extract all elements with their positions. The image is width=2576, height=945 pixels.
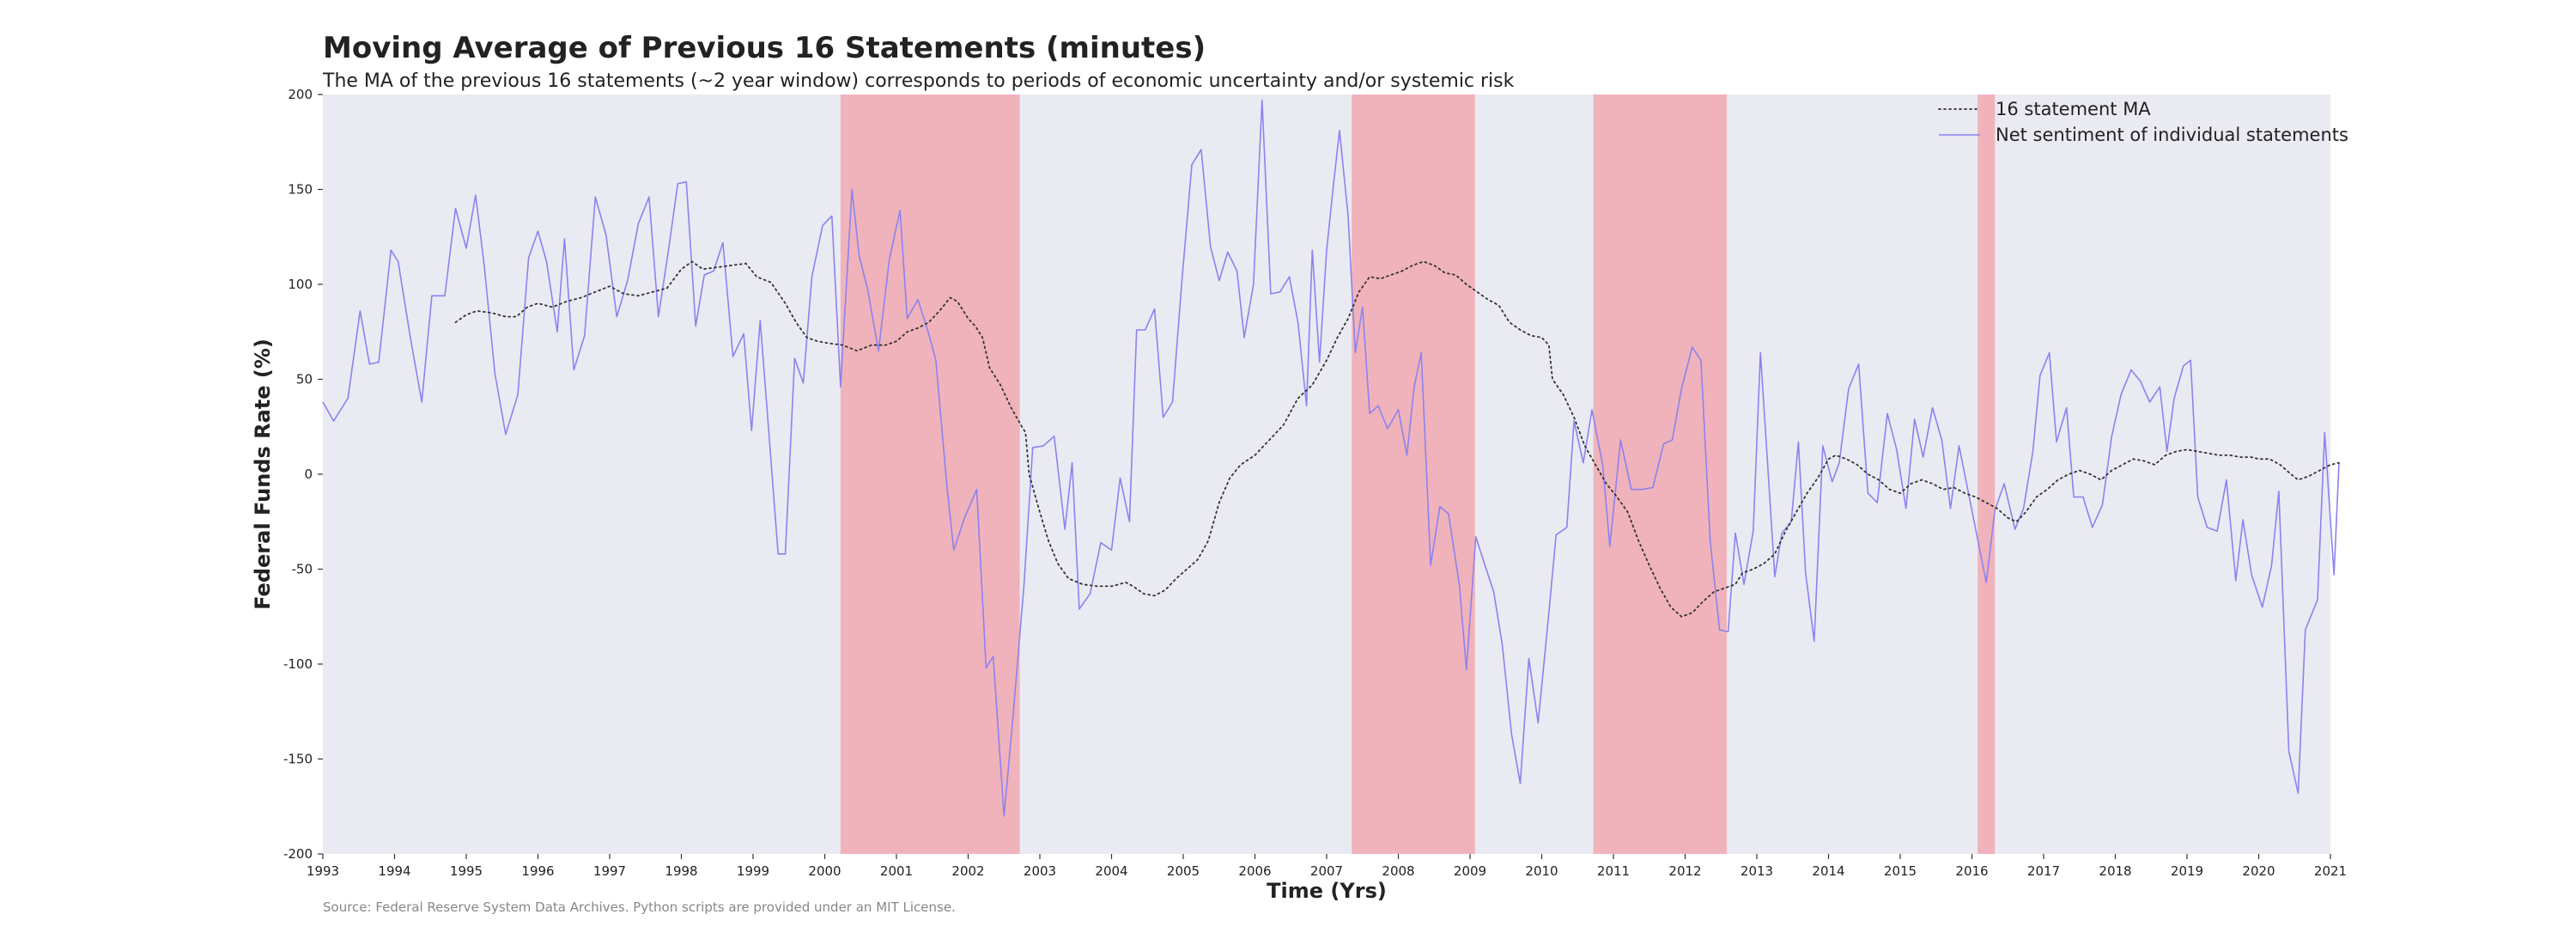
- x-tick-label: 2021: [2314, 863, 2347, 879]
- y-tick-label: 100: [288, 277, 313, 292]
- x-tick-label: 2007: [1310, 863, 1343, 879]
- shaded-period-1: [840, 94, 1020, 854]
- chart-title: Moving Average of Previous 16 Statements…: [323, 31, 1206, 65]
- x-tick-label: 2005: [1167, 863, 1200, 879]
- x-tick-label: 2000: [808, 863, 841, 879]
- x-tick-label: 2011: [1597, 863, 1630, 879]
- legend-net-label: Net sentiment of individual statements: [1996, 125, 2348, 145]
- x-tick-label: 1998: [665, 863, 697, 879]
- x-tick-label: 2018: [2099, 863, 2131, 879]
- source-note: Source: Federal Reserve System Data Arch…: [323, 899, 956, 915]
- shaded-period-4: [1978, 94, 1996, 854]
- x-tick-label: 2017: [2027, 863, 2060, 879]
- legend-ma-label: 16 statement MA: [1996, 99, 2151, 119]
- x-tick-label: 2019: [2171, 863, 2203, 879]
- y-tick-label: 200: [288, 87, 313, 102]
- x-tick-label: 2010: [1525, 863, 1558, 879]
- axes: 1993 1994 1995 1996 1997 1998 1999 2000 2001 2002…: [283, 87, 2347, 879]
- recession-shading: [840, 94, 1996, 854]
- legend: 16 statement MA Net sentiment of individ…: [1938, 99, 2348, 145]
- x-tick-label: 2012: [1668, 863, 1701, 879]
- y-tick-label: -100: [283, 656, 313, 672]
- x-tick-label: 2004: [1095, 863, 1127, 879]
- x-axis-label: Time (Yrs): [1267, 879, 1387, 903]
- x-tick-label: 2020: [2242, 863, 2275, 879]
- x-tick-label: 1996: [521, 863, 554, 879]
- shaded-period-3: [1593, 94, 1727, 854]
- shaded-period-2: [1352, 94, 1475, 854]
- series-line-ma: [454, 260, 2340, 618]
- series-line-net-sentiment: [322, 99, 2340, 817]
- chart-subtitle: The MA of the previous 16 statements (~2…: [323, 70, 1515, 92]
- x-tick-label: 2006: [1238, 863, 1271, 879]
- y-tick-label: 150: [288, 182, 313, 198]
- x-tick-label: 2009: [1454, 863, 1486, 879]
- y-tick-label: -150: [283, 752, 313, 767]
- x-tick-label: 2015: [1884, 863, 1917, 879]
- y-tick-label: 50: [296, 372, 313, 387]
- plot-background: [323, 94, 2330, 854]
- x-tick-label: 2008: [1382, 863, 1414, 879]
- x-tick-label: 2003: [1024, 863, 1056, 879]
- y-tick-label: -50: [292, 562, 313, 577]
- x-tick-label: 1993: [307, 863, 339, 879]
- series-lines: [322, 99, 2340, 817]
- x-tick-label: 2002: [951, 863, 984, 879]
- x-tick-label: 1999: [737, 863, 769, 879]
- x-tick-label: 1994: [378, 863, 410, 879]
- x-tick-label: 2014: [1812, 863, 1844, 879]
- x-tick-label: 2016: [1955, 863, 1988, 879]
- y-tick-label: 0: [304, 466, 313, 482]
- x-tick-label: 1995: [450, 863, 483, 879]
- x-tick-label: 2013: [1741, 863, 1773, 879]
- y-tick-label: -200: [283, 846, 313, 862]
- x-tick-label: 2001: [880, 863, 913, 879]
- y-axis-label: Federal Funds Rate (%): [251, 338, 275, 610]
- x-tick-label: 1997: [593, 863, 626, 879]
